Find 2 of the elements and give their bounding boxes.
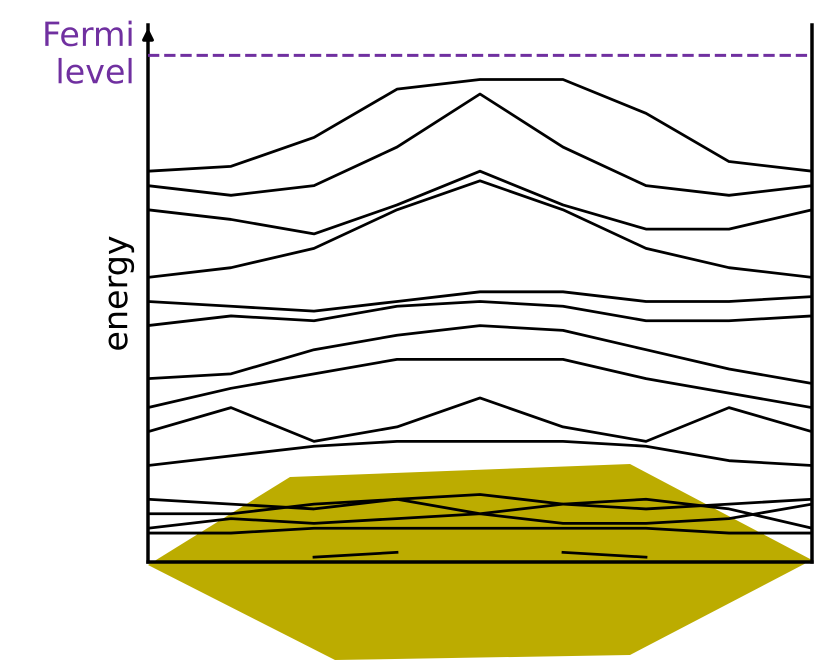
y-axis-title: energy <box>108 236 134 350</box>
ref-line-label: Fermi level <box>45 20 132 84</box>
